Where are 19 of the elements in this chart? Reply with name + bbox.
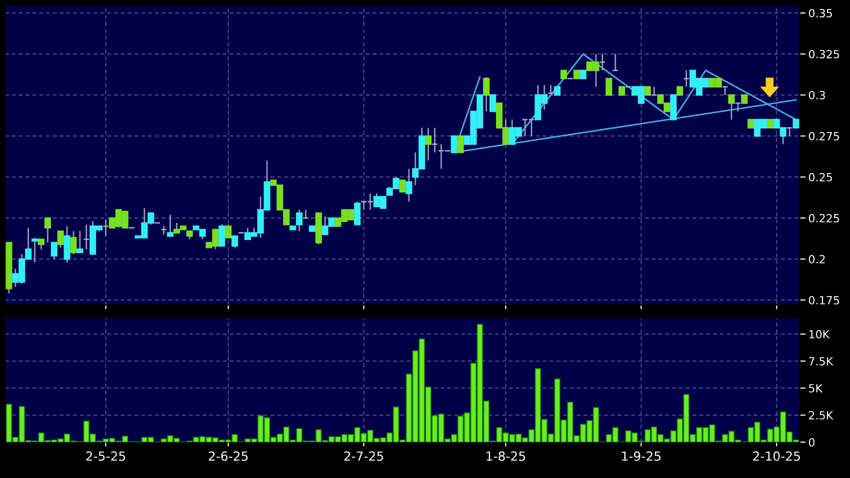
y-tick-label: 0.325 [808, 50, 840, 58]
y-tick-label: 2.5K [809, 411, 834, 420]
y-tick-label: 0.225 [808, 214, 840, 222]
y-tick-label: 10K [809, 330, 830, 338]
x-tick-label: 2-6-25 [208, 451, 248, 461]
y-tick-label: 7.5K [809, 357, 834, 366]
y-tick-label: 0.275 [808, 132, 840, 140]
y-tick-label: 0.35 [808, 8, 832, 18]
y-tick-label: 0 [808, 438, 815, 447]
x-tick-label: 1-8-25 [486, 451, 526, 461]
x-tick-label: 1-9-25 [622, 451, 660, 461]
y-tick-label: 5K [809, 384, 823, 392]
x-tick-label: 2-10-25 [753, 451, 800, 461]
y-tick-label: 0.3 [808, 90, 825, 100]
y-tick-label: 0.2 [808, 255, 825, 264]
y-tick-label: 0.175 [808, 296, 840, 304]
x-tick-label: 2-7-25 [344, 451, 384, 461]
x-tick-label: 2-5-25 [86, 451, 126, 461]
y-tick-label: 0.25 [808, 172, 832, 182]
